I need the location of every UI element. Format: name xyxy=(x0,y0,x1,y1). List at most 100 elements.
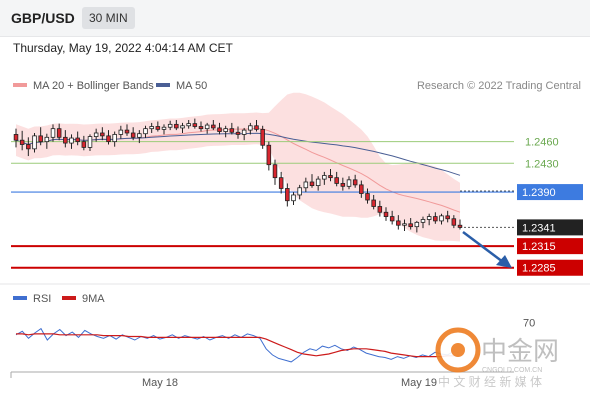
candle-body xyxy=(254,125,259,130)
candle-body xyxy=(112,134,117,143)
candle-body xyxy=(167,123,173,128)
candle-body xyxy=(161,126,167,130)
level-tag-1.2341 xyxy=(517,219,583,236)
candle-body xyxy=(439,215,444,222)
candle-body xyxy=(359,184,364,194)
legend-label-ma50: MA 50 xyxy=(176,80,207,92)
level-label-1.2341: 1.2341 xyxy=(522,222,556,234)
watermark-logo-dot xyxy=(451,343,465,357)
legend-swatch-bollinger xyxy=(13,83,27,87)
candle-body xyxy=(192,123,198,127)
candle-body xyxy=(297,187,302,196)
timeframe-badge[interactable]: 30 MIN xyxy=(82,7,135,29)
candle-body xyxy=(63,136,68,144)
candle-body xyxy=(445,215,450,220)
candle-body xyxy=(149,126,154,130)
candle-body xyxy=(87,136,93,148)
candle-body xyxy=(13,134,19,141)
candle-body xyxy=(211,124,216,129)
candle-body xyxy=(180,125,185,129)
candle-body xyxy=(278,177,284,189)
candle-body xyxy=(44,136,50,143)
level-tag-1.2390 xyxy=(517,184,583,201)
candle-body xyxy=(186,123,191,127)
candle-body xyxy=(260,128,265,146)
oscillator-tick-label: 70 xyxy=(523,318,535,330)
candle-body xyxy=(309,181,315,186)
chart-header-bar: GBP/USD 30 MIN xyxy=(0,0,590,37)
candle-body xyxy=(229,128,235,133)
candle-body xyxy=(241,129,247,135)
candle-body xyxy=(303,181,309,189)
candle-body xyxy=(118,129,124,135)
legend-swatch-rsi xyxy=(13,296,27,300)
candle-body xyxy=(217,127,222,132)
forecast-arrow-shaft xyxy=(462,231,504,263)
candle-body xyxy=(365,193,370,201)
rsi-line xyxy=(15,327,461,363)
currency-pair-title: GBP/USD xyxy=(11,10,75,26)
candle-body xyxy=(69,137,74,144)
legend-label-rsi: RSI xyxy=(33,293,51,305)
level-tag-1.2315 xyxy=(517,238,583,255)
watermark-brand: 中金网 xyxy=(481,336,559,366)
candle-body xyxy=(143,128,148,135)
candle-body xyxy=(174,123,179,129)
candle-body xyxy=(130,132,136,138)
candle-body xyxy=(155,126,161,130)
research-credit: Research © 2022 Trading Central xyxy=(417,80,581,92)
candle-body xyxy=(334,177,339,184)
level-tag-1.2285 xyxy=(517,259,583,276)
level-label-1.2460: 1.2460 xyxy=(525,137,559,149)
legend-label-9ma: 9MA xyxy=(82,293,105,305)
candle-body xyxy=(56,128,62,138)
candle-body xyxy=(204,124,210,130)
candle-body xyxy=(124,129,130,134)
candle-body xyxy=(198,126,204,130)
candle-body xyxy=(451,218,457,226)
level-label-1.2430: 1.2430 xyxy=(525,158,559,170)
candle-body xyxy=(371,199,376,207)
candle-body xyxy=(285,188,290,202)
candle-body xyxy=(248,125,253,131)
candle-body xyxy=(414,221,420,228)
watermark-domain: CNGOLD.COM.CN xyxy=(482,367,542,374)
candle-body xyxy=(389,216,395,222)
watermark-tagline: 中 文 财 经 新 媒 体 xyxy=(438,374,542,389)
candle-body xyxy=(223,128,228,132)
candle-body xyxy=(32,135,37,150)
candle-body xyxy=(19,139,25,145)
9ma-line xyxy=(16,333,461,358)
x-tick-label: May 19 xyxy=(401,377,437,389)
candle-body xyxy=(38,135,43,143)
forecast-arrow-head xyxy=(496,255,512,268)
candle-body xyxy=(26,144,31,150)
candle-body xyxy=(322,175,327,180)
candle-body xyxy=(100,132,105,137)
candle-body xyxy=(315,178,321,186)
candle-body xyxy=(106,135,111,143)
level-label-1.2285: 1.2285 xyxy=(522,263,556,275)
candle-body xyxy=(81,141,87,148)
candle-body xyxy=(328,175,333,179)
candle-body xyxy=(408,223,413,228)
candle-body xyxy=(137,133,142,138)
candle-body xyxy=(291,194,296,202)
candle-body xyxy=(383,211,389,217)
candle-body xyxy=(352,179,358,186)
candle-body xyxy=(50,128,56,138)
chart-timestamp: Thursday, May 19, 2022 4:04:14 AM CET xyxy=(13,41,233,55)
candle-body xyxy=(457,224,463,228)
candle-body xyxy=(433,216,438,222)
candle-body xyxy=(75,137,80,143)
legend-label-bollinger: MA 20 + Bollinger Bands xyxy=(33,80,154,92)
candle-body xyxy=(420,219,426,223)
candle-body xyxy=(402,223,407,226)
legend-swatch-9ma xyxy=(62,296,76,300)
candle-body xyxy=(340,183,346,187)
candle-body xyxy=(266,144,272,166)
level-label-1.2315: 1.2315 xyxy=(522,241,556,253)
candle-body xyxy=(93,132,99,137)
